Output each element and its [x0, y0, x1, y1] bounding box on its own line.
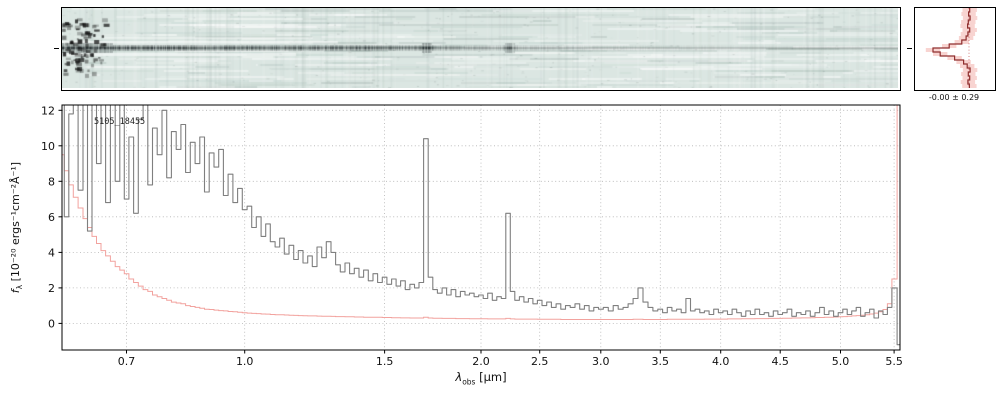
- x-tick-label: 2.0: [472, 355, 490, 368]
- 2d-spectrum-panel: [61, 7, 901, 91]
- y-axis-units: [10⁻²⁰ ergs⁻¹cm⁻²Å⁻¹]: [9, 161, 23, 285]
- 2d-spectrum-heatmap: [62, 8, 898, 88]
- x-tick-label: 0.7: [118, 355, 136, 368]
- y-tick-label: 10: [41, 140, 55, 153]
- x-tick-label: 2.5: [531, 355, 549, 368]
- x-tick-label: 4.0: [712, 355, 730, 368]
- x-axis-units: [μm]: [475, 370, 507, 384]
- profile-line: [932, 8, 971, 88]
- x-tick-label: 3.5: [652, 355, 670, 368]
- y-tick-label: 12: [41, 104, 55, 117]
- spatial-profile-panel: [914, 7, 996, 91]
- profile-uncertainty-band: [925, 8, 978, 88]
- y-tick-label: 8: [48, 175, 55, 188]
- x-tick-label: 5.0: [832, 355, 850, 368]
- y-axis-subscript: λ: [15, 284, 25, 290]
- y-tick-label: 4: [48, 246, 55, 259]
- x-tick-label: 4.5: [771, 355, 789, 368]
- uncertainty-line: [62, 105, 898, 320]
- y-tick-label: 0: [48, 317, 55, 330]
- spatial-profile-chart: [925, 8, 978, 88]
- y-axis-label: fλ [10⁻²⁰ ergs⁻¹cm⁻²Å⁻¹]: [2, 105, 32, 350]
- profile-center-tick: [907, 48, 912, 50]
- x-tick-label: 3.0: [592, 355, 610, 368]
- x-tick-label: 5.5: [885, 355, 903, 368]
- x-tick-label: 1.5: [376, 355, 394, 368]
- y-axis-symbol: f: [9, 289, 23, 294]
- x-axis-label: λobs [μm]: [62, 370, 900, 386]
- source-id-annotation: 5105_18455: [94, 117, 146, 127]
- x-axis-subscript: obs: [462, 377, 476, 387]
- profile-stats-label: -0.00 ± 0.29: [928, 93, 980, 102]
- x-tick-label: 1.0: [236, 355, 254, 368]
- x-axis-symbol: λ: [455, 370, 463, 384]
- y-tick-label: 6: [48, 211, 55, 224]
- spectrum-line: [63, 105, 900, 346]
- trace-center-tick: [54, 48, 59, 50]
- y-tick-label: 2: [48, 282, 55, 295]
